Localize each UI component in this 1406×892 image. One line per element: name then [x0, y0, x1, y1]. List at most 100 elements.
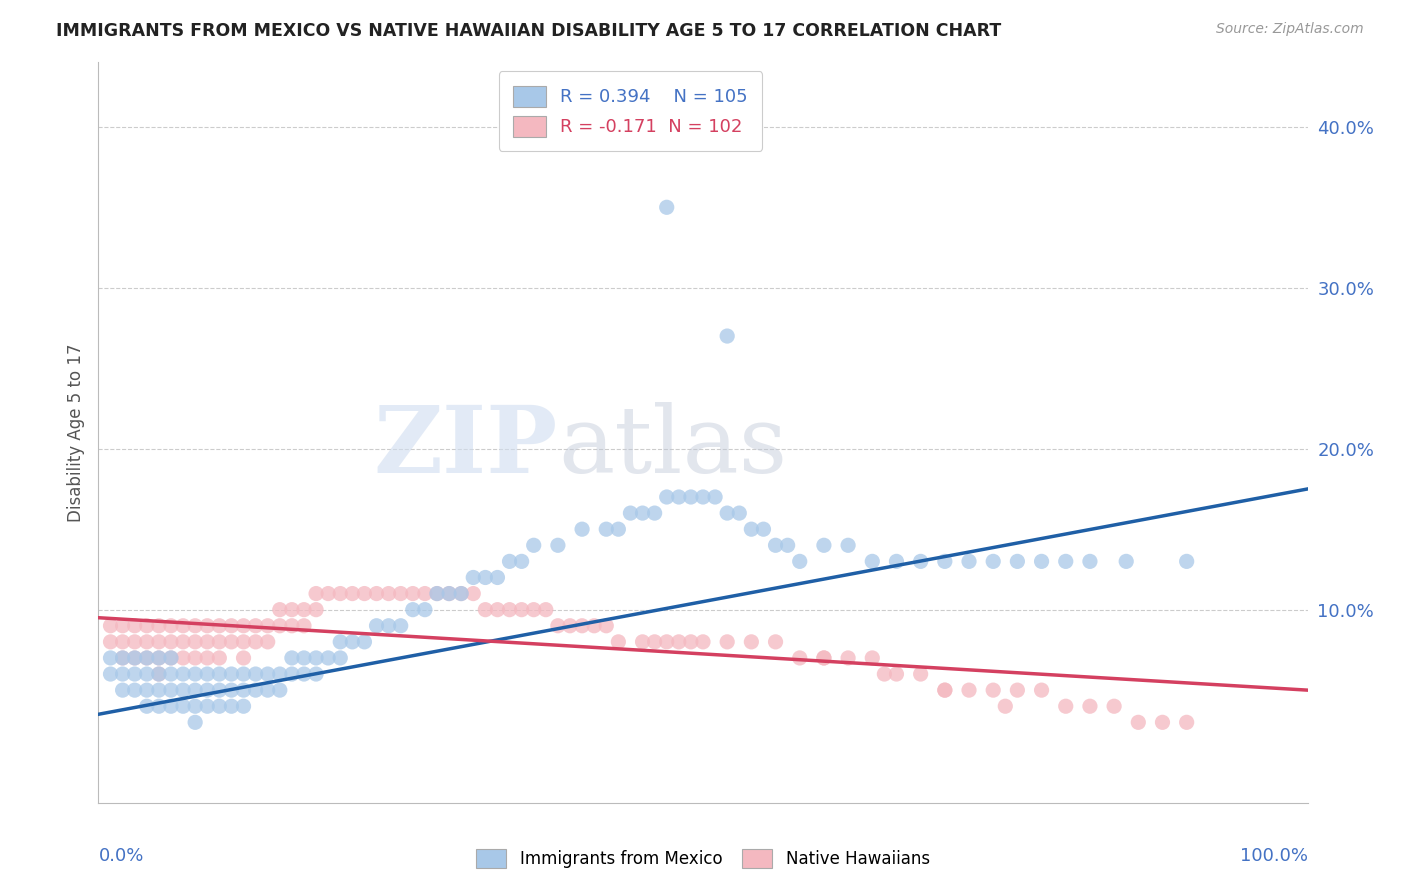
Point — [111, 683, 134, 698]
Point — [111, 651, 134, 665]
Point — [619, 506, 641, 520]
Point — [184, 683, 207, 698]
Point — [1128, 715, 1150, 730]
Point — [813, 651, 835, 665]
Point — [208, 683, 231, 698]
Text: 0.0%: 0.0% — [98, 847, 143, 865]
Point — [172, 635, 194, 649]
Point — [668, 490, 690, 504]
Point — [184, 667, 207, 681]
Point — [886, 554, 908, 568]
Point — [135, 683, 157, 698]
Point — [172, 619, 194, 633]
Point — [873, 667, 896, 681]
Point — [1031, 683, 1053, 698]
Point — [886, 667, 908, 681]
Point — [281, 619, 304, 633]
Point — [934, 683, 956, 698]
Point — [437, 586, 460, 600]
Point — [498, 602, 520, 616]
Point — [245, 635, 267, 649]
Point — [148, 635, 170, 649]
Point — [221, 619, 243, 633]
Point — [100, 619, 122, 633]
Point — [148, 683, 170, 698]
Point — [160, 619, 183, 633]
Point — [135, 699, 157, 714]
Point — [655, 200, 678, 214]
Point — [716, 329, 738, 343]
Point — [486, 570, 509, 584]
Point — [160, 651, 183, 665]
Point — [256, 667, 278, 681]
Point — [716, 506, 738, 520]
Point — [148, 667, 170, 681]
Point — [208, 651, 231, 665]
Point — [100, 635, 122, 649]
Point — [910, 667, 932, 681]
Point — [305, 586, 328, 600]
Point — [269, 619, 291, 633]
Text: ZIP: ZIP — [374, 402, 558, 492]
Point — [644, 635, 666, 649]
Point — [305, 667, 328, 681]
Point — [148, 651, 170, 665]
Point — [100, 667, 122, 681]
Point — [353, 635, 375, 649]
Point — [111, 619, 134, 633]
Point — [232, 619, 254, 633]
Point — [148, 667, 170, 681]
Point — [135, 667, 157, 681]
Point — [655, 635, 678, 649]
Point — [679, 635, 702, 649]
Point — [111, 667, 134, 681]
Point — [124, 683, 146, 698]
Point — [148, 619, 170, 633]
Point — [281, 602, 304, 616]
Point — [305, 602, 328, 616]
Point — [100, 651, 122, 665]
Point — [124, 619, 146, 633]
Point — [160, 667, 183, 681]
Point — [1078, 554, 1101, 568]
Point — [704, 490, 727, 504]
Legend: Immigrants from Mexico, Native Hawaiians: Immigrants from Mexico, Native Hawaiians — [470, 842, 936, 875]
Point — [571, 522, 593, 536]
Point — [679, 490, 702, 504]
Point — [256, 619, 278, 633]
Point — [860, 651, 883, 665]
Point — [329, 651, 352, 665]
Point — [232, 635, 254, 649]
Point — [208, 619, 231, 633]
Point — [837, 651, 859, 665]
Point — [292, 602, 315, 616]
Point — [655, 490, 678, 504]
Point — [148, 651, 170, 665]
Point — [208, 667, 231, 681]
Point — [547, 619, 569, 633]
Point — [981, 554, 1004, 568]
Point — [281, 651, 304, 665]
Point — [463, 586, 485, 600]
Point — [402, 602, 425, 616]
Point — [172, 667, 194, 681]
Point — [195, 651, 218, 665]
Point — [111, 651, 134, 665]
Point — [377, 586, 399, 600]
Point — [172, 683, 194, 698]
Point — [474, 602, 496, 616]
Point — [957, 683, 980, 698]
Point — [510, 554, 533, 568]
Point — [316, 651, 339, 665]
Point — [184, 651, 207, 665]
Point — [221, 635, 243, 649]
Point — [195, 683, 218, 698]
Point — [595, 522, 617, 536]
Point — [668, 635, 690, 649]
Point — [160, 683, 183, 698]
Point — [1007, 683, 1029, 698]
Point — [934, 554, 956, 568]
Point — [124, 651, 146, 665]
Point — [1031, 554, 1053, 568]
Point — [269, 602, 291, 616]
